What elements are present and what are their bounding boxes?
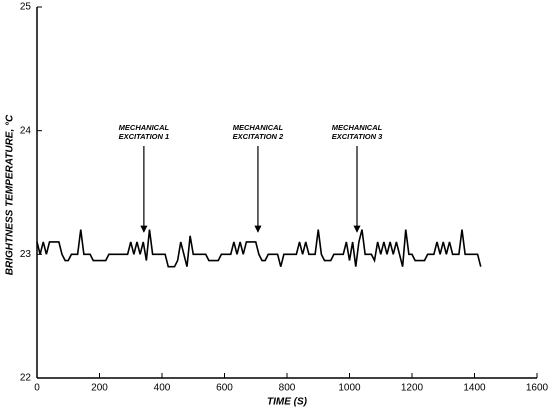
x-tick-label: 600 [216, 383, 233, 394]
y-tick-label: 22 [20, 373, 32, 384]
x-tick-label: 1000 [338, 383, 361, 394]
x-tick-label: 800 [279, 383, 296, 394]
x-tick-label: 400 [154, 383, 171, 394]
x-tick-label: 200 [91, 383, 108, 394]
data-line [36, 229, 482, 268]
y-tick-label: 23 [20, 249, 32, 260]
annotation-text: EXCITATION 3 [332, 132, 383, 141]
annotation-text: MECHANICAL [233, 123, 284, 132]
y-tick-label: 25 [20, 2, 32, 13]
x-tick-label: 0 [34, 383, 40, 394]
x-tick-label: 1200 [401, 383, 424, 394]
x-tick-label: 1400 [463, 383, 486, 394]
x-axis-label: TIME (S) [267, 397, 308, 408]
annotation-text: EXCITATION 2 [233, 132, 284, 141]
y-axis-label: BRIGHTNESS TEMPERATURE, °C [5, 114, 16, 275]
annotation-text: EXCITATION 1 [119, 132, 170, 141]
y-tick-label: 24 [20, 125, 32, 136]
x-tick-label: 1600 [526, 383, 549, 394]
annotation-text: MECHANICAL [119, 123, 170, 132]
annotation-text: MECHANICAL [332, 123, 383, 132]
